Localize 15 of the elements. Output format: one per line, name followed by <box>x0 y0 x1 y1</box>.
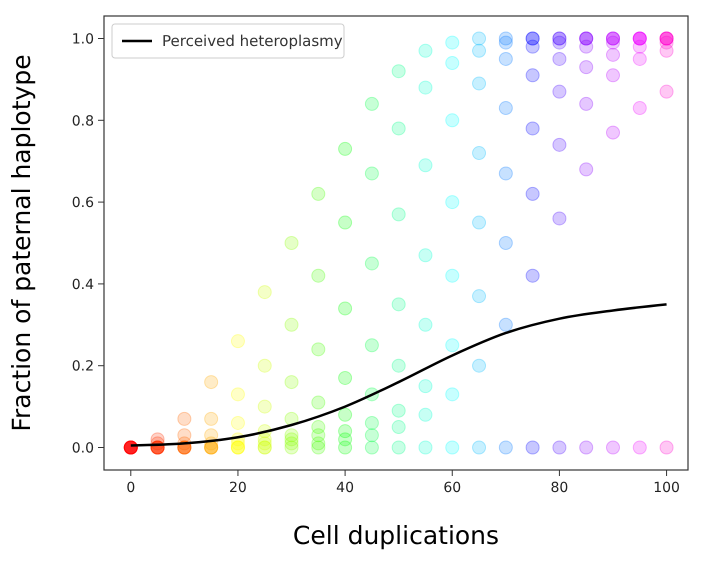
x-tick-label: 60 <box>443 480 462 496</box>
y-axis-title: Fraction of paternal haplotype <box>7 54 36 432</box>
x-tick-label: 20 <box>229 480 247 496</box>
x-tick-label: 80 <box>550 480 568 496</box>
x-axis-title: Cell duplications <box>292 521 500 550</box>
y-tick-label: 0.2 <box>72 358 94 375</box>
x-tick-label: 100 <box>653 480 680 496</box>
y-tick-label: 0.6 <box>72 195 94 212</box>
y-tick-label: 1.0 <box>72 31 94 48</box>
y-tick-label: 0.0 <box>72 440 94 457</box>
y-tick-label: 0.8 <box>72 113 94 130</box>
y-tick-label: 0.4 <box>72 276 94 293</box>
x-tick-label: 0 <box>126 480 136 496</box>
legend-label: Perceived heteroplasmy <box>162 32 343 50</box>
x-tick-label: 40 <box>336 480 354 496</box>
